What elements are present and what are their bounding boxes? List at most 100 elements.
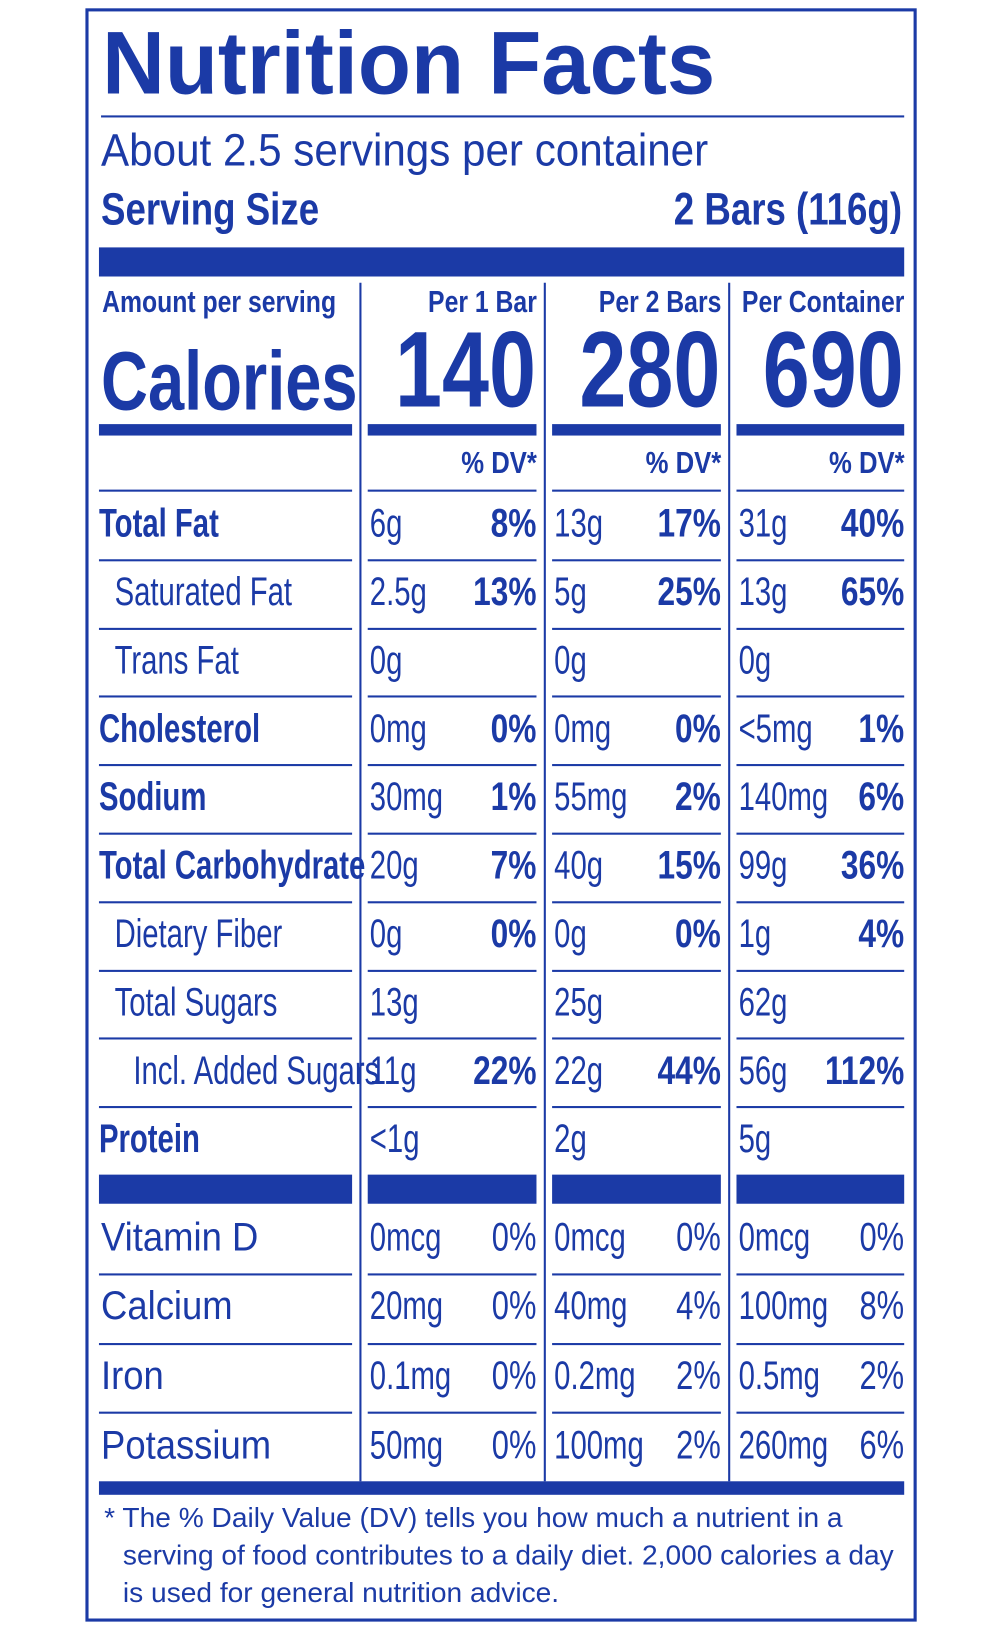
nutrient-name: Total Fat [98,502,219,546]
dv-header: % DV* [645,446,721,480]
row-rule [736,627,905,630]
vitamin-amount: 50mg [369,1423,444,1468]
row-rule [736,1273,905,1276]
vitamin-dv: 0% [491,1215,537,1260]
row-rule [552,627,721,630]
nutrient-dv: 0% [490,912,537,957]
row-rule [98,695,353,698]
nutrient-dv: 15% [657,844,721,888]
row-rule [367,832,537,835]
nutrient-dv: 6% [858,775,905,820]
vitamin-dv: 6% [859,1423,905,1468]
nutrient-dv: 112% [824,1049,905,1094]
vitamin-dv: 0% [859,1215,905,1260]
row-rule [367,764,537,767]
nutrient-dv: 1% [858,707,905,752]
nutrient-amount: 13g [738,570,788,615]
vitamin-dv: 2% [676,1423,721,1468]
row-rule [736,1342,905,1345]
row-rule [367,1037,537,1040]
vitamin-amount: 20mg [369,1285,444,1329]
nutrient-name: Cholesterol [98,707,261,752]
nutrient-name: Trans Fat [114,638,239,683]
thick-bar [736,1174,905,1204]
nutrient-name: Dietary Fiber [114,912,283,957]
row-rule [552,559,721,562]
vitamin-name: Vitamin D [101,1215,259,1260]
nutrient-amount: 56g [738,1049,788,1094]
vitamin-dv: 8% [859,1285,905,1329]
row-rule [98,1273,353,1276]
row-rule [98,489,353,492]
thick-bar [98,424,353,436]
nutrient-dv: 36% [840,844,905,888]
row-rule [98,832,353,835]
nutrient-amount: 5g [554,570,587,615]
row-rule [552,1037,721,1040]
dv-header: % DV* [828,446,905,480]
vitamin-dv: 0% [676,1215,721,1260]
dv-header: % DV* [460,446,537,480]
amount-per-serving: Amount per serving [102,285,337,319]
nutrient-amount: 2.5g [369,570,427,615]
nutrient-dv: 65% [840,570,905,615]
nutrient-dv: 7% [490,844,537,888]
column-header: Per 2 Bars [598,285,721,319]
nutrient-dv: 8% [490,502,537,546]
row-rule [98,1106,353,1109]
calories-value: 280 [579,309,721,430]
row-rule [552,901,721,904]
nutrient-name: Saturated Fat [114,570,293,615]
row-rule [367,627,537,630]
row-rule [367,559,537,562]
nutrient-amount: 0g [554,638,587,683]
row-rule [367,695,537,698]
nutrient-dv: 40% [840,502,905,546]
row-rule [552,764,721,767]
thick-bar [552,424,721,436]
nutrient-dv: 1% [490,775,537,820]
thick-bar [367,1174,537,1204]
nutrient-dv: 44% [657,1049,721,1094]
serving-size-label: Serving Size [101,183,320,235]
calories-value: 140 [395,309,537,430]
row-rule [736,695,905,698]
column-header: Per Container [741,285,905,319]
nutrient-amount: <5mg [738,707,813,752]
servings-per-container: About 2.5 servings per container [101,124,709,176]
vitamin-amount: 100mg [554,1423,644,1468]
vitamin-amount: 100mg [738,1285,829,1329]
vitamin-name: Calcium [101,1285,233,1329]
row-rule [98,901,353,904]
row-rule [736,764,905,767]
nutrient-amount: 0g [738,638,772,683]
row-rule [736,489,905,492]
row-rule [98,1037,353,1040]
row-rule [367,1273,537,1276]
nutrient-amount: 25g [554,980,604,1025]
row-rule [98,764,353,767]
vitamin-name: Iron [101,1354,164,1399]
vitamin-amount: 260mg [738,1423,829,1468]
nutrient-amount: 40g [554,844,604,888]
row-rule [552,489,721,492]
nutrient-name: Total Sugars [114,980,278,1025]
nutrient-amount: 0mg [554,707,612,752]
row-rule [98,1411,353,1414]
vitamin-amount: 0mcg [369,1215,442,1260]
row-rule [736,832,905,835]
vitamin-dv: 4% [676,1285,721,1329]
vitamin-dv: 2% [859,1354,905,1399]
row-rule [367,1342,537,1345]
vitamin-amount: 0.5mg [738,1354,820,1399]
vitamin-amount: 40mg [554,1285,628,1329]
row-rule [736,901,905,904]
row-rule [552,695,721,698]
row-rule [367,901,537,904]
row-rule [552,1411,721,1414]
vitamin-amount: 0.1mg [369,1354,452,1399]
nutrient-amount: 13g [369,980,419,1025]
title: Nutrition Facts [102,13,716,114]
row-rule [736,1411,905,1414]
